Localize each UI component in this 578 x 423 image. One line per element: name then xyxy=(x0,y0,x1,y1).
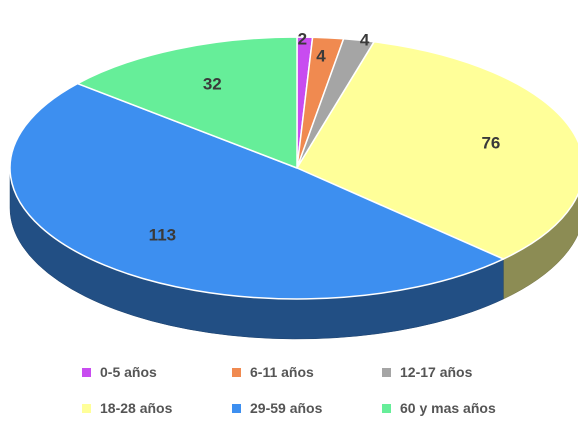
legend-item-60-mas: 60 y mas años xyxy=(382,400,496,416)
legend-item-6-11: 6-11 años xyxy=(232,364,314,380)
legend-swatch-29-59 xyxy=(232,403,241,413)
legend-label-6-11: 6-11 años xyxy=(250,364,314,380)
legend: 0-5 años 6-11 años 12-17 años 18-28 años… xyxy=(70,360,550,420)
legend-label-18-28: 18-28 años xyxy=(100,400,173,416)
legend-swatch-60-mas xyxy=(382,403,391,413)
legend-label-60-mas: 60 y mas años xyxy=(400,400,496,416)
legend-swatch-0-5 xyxy=(82,367,91,377)
pie-slice-60-y-mas-a-os xyxy=(76,36,298,169)
legend-item-0-5: 0-5 años xyxy=(82,364,157,380)
data-label-6-11-a-os: 4 xyxy=(316,46,326,65)
legend-label-0-5: 0-5 años xyxy=(100,364,157,380)
legend-item-12-17: 12-17 años xyxy=(382,364,472,380)
legend-label-12-17: 12-17 años xyxy=(400,364,473,380)
legend-swatch-18-28 xyxy=(82,403,91,413)
legend-label-29-59: 29-59 años xyxy=(250,400,323,416)
legend-swatch-12-17 xyxy=(382,367,391,377)
data-label-0-5-a-os: 2 xyxy=(298,30,307,49)
data-label-18-28-a-os: 76 xyxy=(481,133,500,152)
pie-slice-29-59-a-os xyxy=(9,82,505,300)
legend-item-18-28: 18-28 años xyxy=(82,400,172,416)
data-label-29-59-a-os: 113 xyxy=(149,226,176,245)
data-label-60-y-mas-a-os: 32 xyxy=(203,74,222,93)
legend-item-29-59: 29-59 años xyxy=(232,400,322,416)
legend-swatch-6-11 xyxy=(232,367,241,377)
pie-slice-18-28-a-os xyxy=(296,41,578,260)
data-label-12-17-a-os: 4 xyxy=(360,30,370,49)
